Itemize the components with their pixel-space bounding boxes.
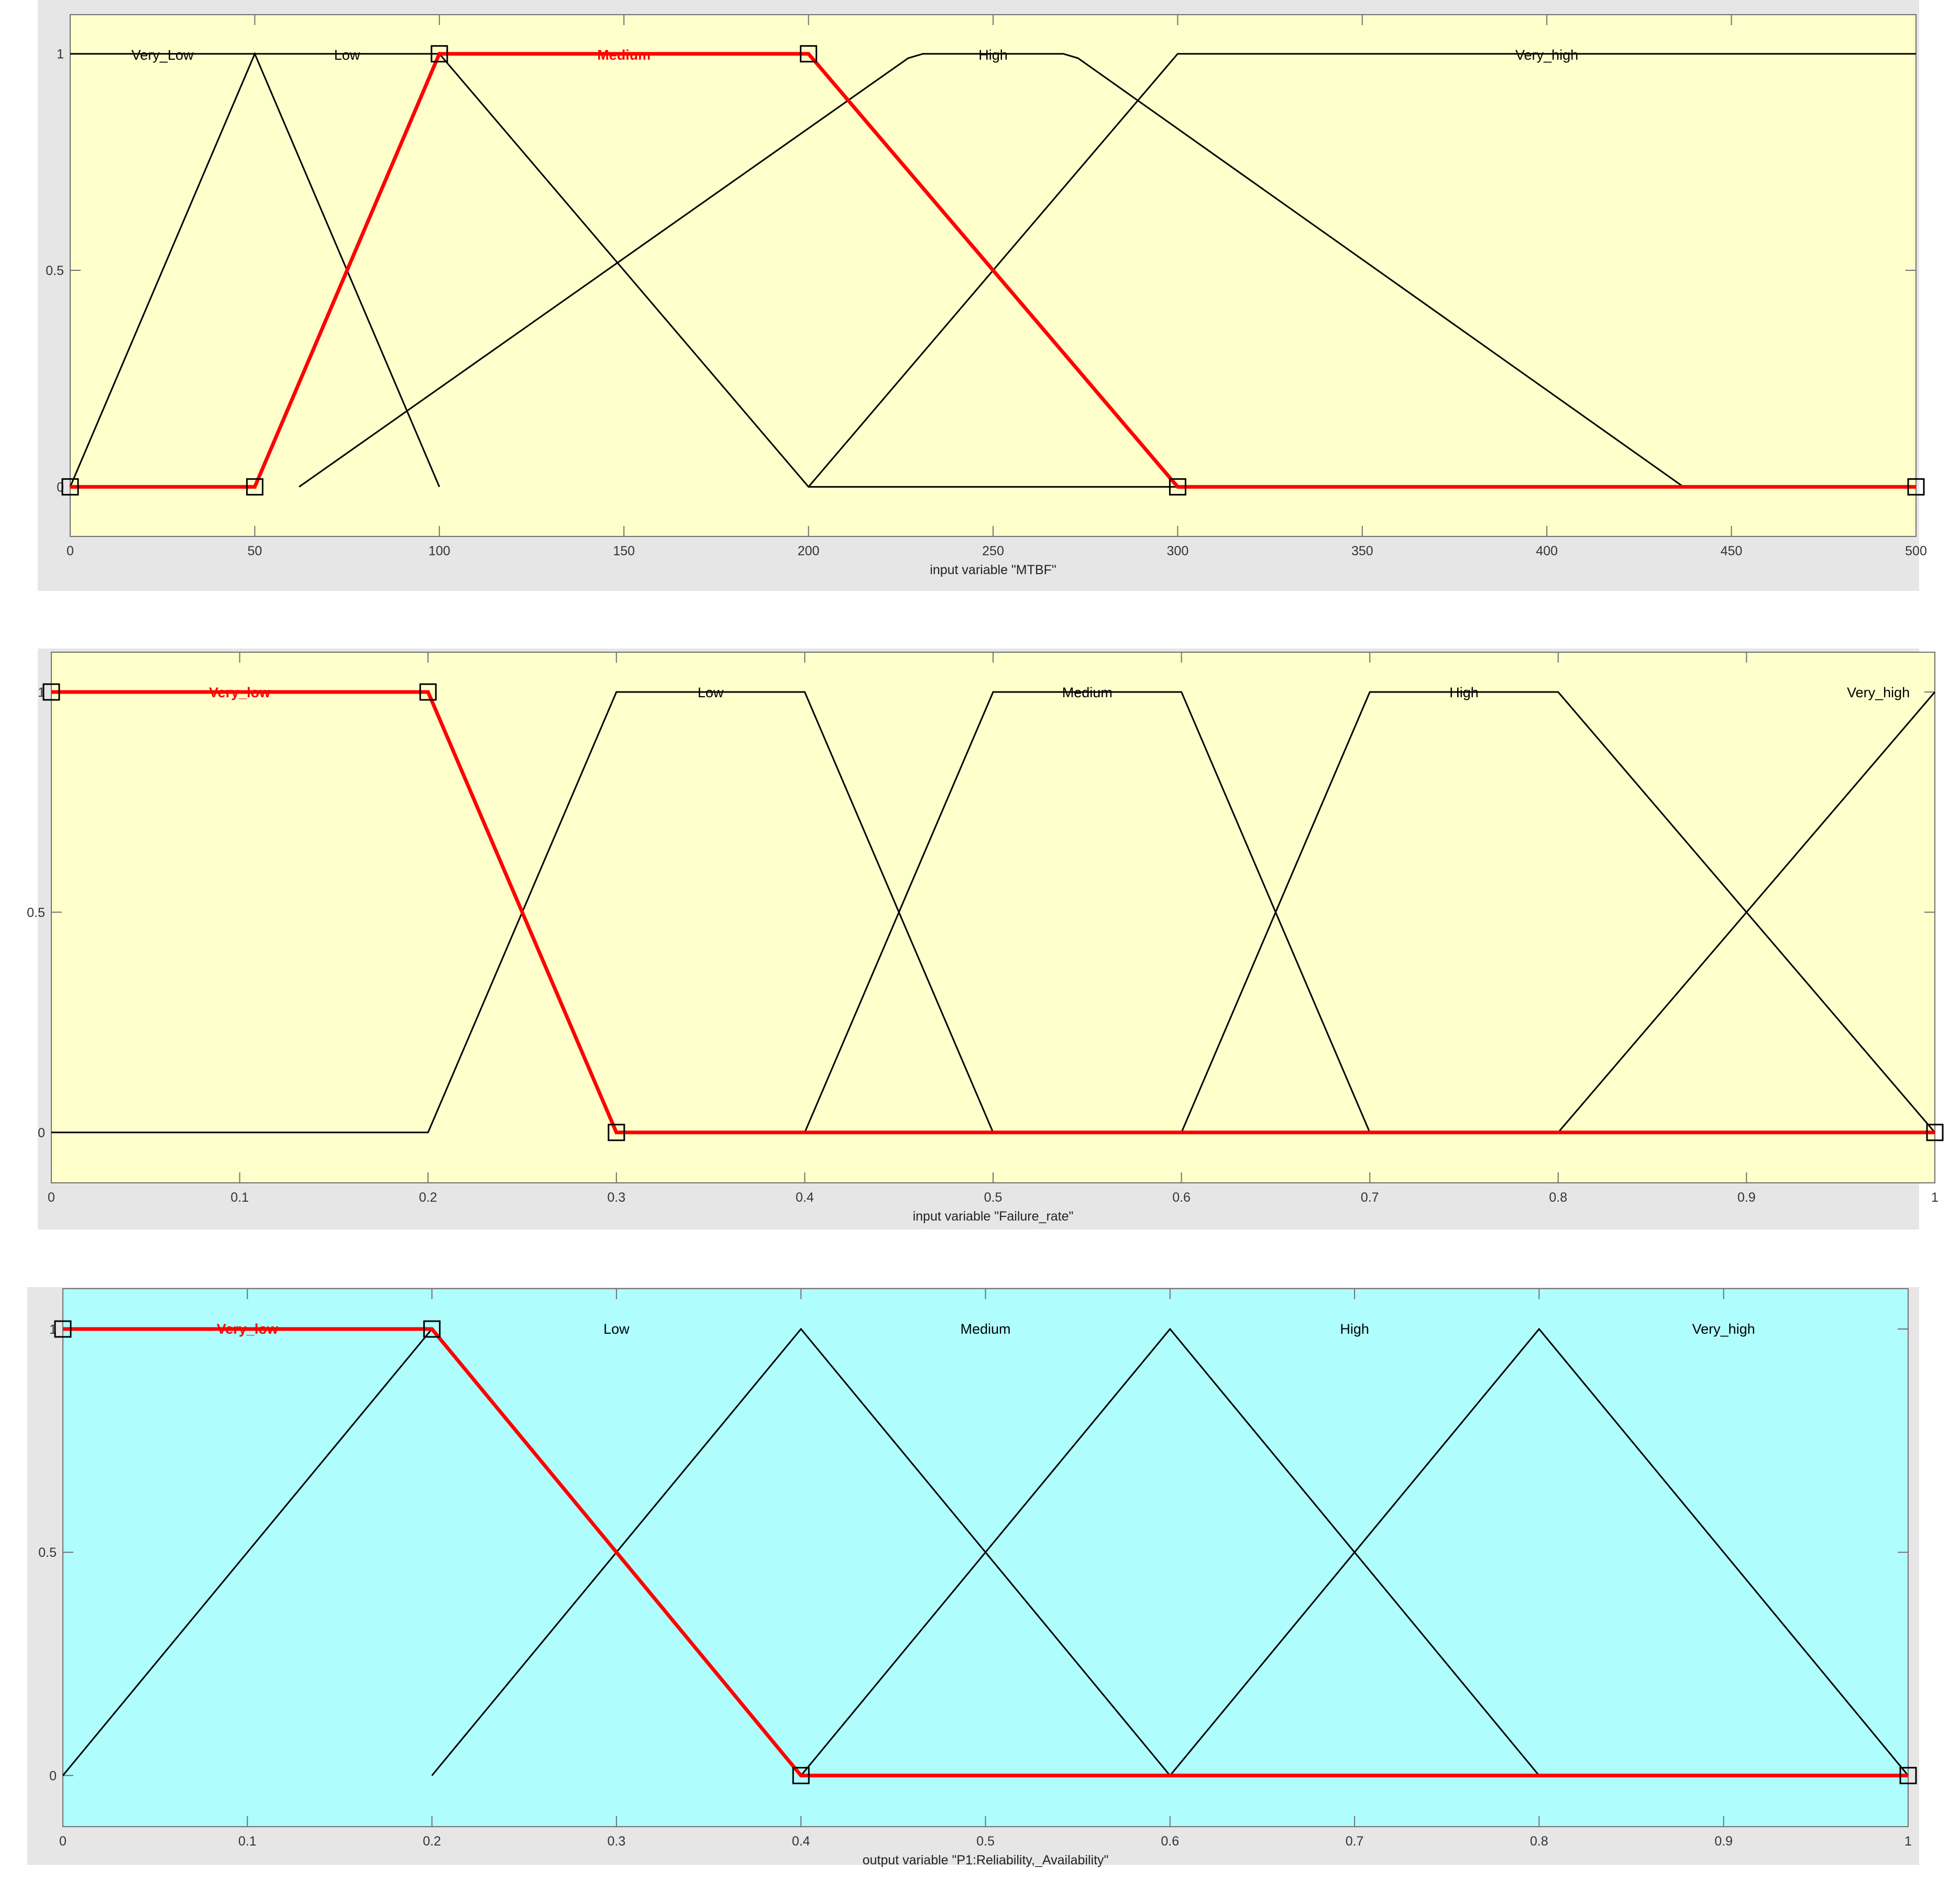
plot-area: [62, 1288, 1909, 1827]
x-tick-label: 350: [1351, 544, 1373, 558]
x-tick-label: 0.8: [1549, 1190, 1567, 1205]
x-tick-label: 0.3: [608, 1834, 626, 1849]
y-tick-label: 0.5: [46, 263, 64, 278]
mf-line-very-high: [1169, 1327, 1909, 1776]
mf-line-high: [299, 53, 1684, 488]
x-tick-label: 1: [1904, 1834, 1912, 1849]
y-tick-label: 0.5: [27, 905, 45, 920]
mf-label-medium: Medium: [960, 1321, 1010, 1337]
failure-rate-chart: 0 0.1 0.2 0.3 0.4 0.5 0.6 0.7 0.8 0.9 100.51input …: [27, 649, 1944, 1229]
vertex-marker: [61, 478, 79, 496]
plot-area: [70, 14, 1917, 537]
x-tick-label: 0: [48, 1190, 55, 1205]
x-tick-label: 1: [1931, 1190, 1939, 1205]
x-tick-label: 0.5: [984, 1190, 1003, 1205]
mf-label-very-high: Very_high: [1692, 1321, 1755, 1337]
y-tick-label: 1: [57, 47, 64, 62]
mf-label-high: High: [1449, 685, 1479, 700]
x-tick-label: 0.1: [230, 1190, 249, 1205]
x-tick-label: 200: [798, 544, 820, 558]
mf-line-very-high: [808, 53, 1916, 488]
x-tick-label: 0.9: [1714, 1834, 1733, 1849]
x-tick-label: 500: [1905, 544, 1927, 558]
plot-area: [51, 652, 1935, 1183]
y-tick-label: 0.5: [38, 1545, 57, 1560]
mf-line-very-high: [1557, 691, 1936, 1133]
vertex-marker: [42, 683, 60, 701]
x-tick-label: 0.6: [1172, 1190, 1191, 1205]
vertex-marker: [246, 478, 263, 496]
mf-line-very-low: [63, 1327, 1908, 1777]
y-tick-label: 0: [49, 1769, 57, 1783]
mf-label-very-high: Very_high: [1847, 685, 1910, 700]
x-tick-label: 0.7: [1346, 1834, 1364, 1849]
vertex-marker: [608, 1124, 625, 1141]
vertex-marker: [1907, 478, 1925, 496]
mf-line-medium: [70, 52, 1916, 489]
x-tick-label: 0.2: [419, 1190, 437, 1205]
x-tick-label: 50: [247, 544, 262, 558]
x-tick-label: 0.5: [976, 1834, 995, 1849]
y-tick-label: 0: [38, 1126, 45, 1140]
vertex-marker: [423, 1320, 441, 1338]
mf-line-very-low: [51, 690, 1935, 1135]
vertex-marker: [1169, 478, 1186, 496]
mf-label-medium: Medium: [1062, 685, 1113, 700]
mf-label-high: High: [978, 47, 1008, 63]
vertex-marker: [1926, 1124, 1944, 1141]
x-tick-label: 150: [613, 544, 635, 558]
x-tick-label: 300: [1167, 544, 1189, 558]
vertex-marker: [419, 683, 437, 701]
vertex-marker: [431, 45, 448, 63]
x-tick-label: 450: [1721, 544, 1743, 558]
x-axis-label: output variable "P1:Reliability,_Availab…: [863, 1853, 1109, 1868]
vertex-marker: [800, 45, 818, 63]
mf-label-very-low: Very_low: [209, 685, 271, 700]
x-tick-label: 0.9: [1737, 1190, 1756, 1205]
mf-line-low: [51, 691, 994, 1134]
mf-line-medium: [431, 1327, 1171, 1776]
x-tick-label: 0: [59, 1834, 67, 1849]
x-tick-label: 0.8: [1530, 1834, 1548, 1849]
mf-label-high: High: [1340, 1321, 1369, 1337]
x-tick-label: 0.2: [423, 1834, 441, 1849]
x-tick-label: 250: [982, 544, 1004, 558]
x-tick-label: 0.7: [1361, 1190, 1379, 1205]
mf-label-medium: Medium: [597, 47, 651, 63]
mf-label-very-low: Very_Low: [131, 47, 194, 63]
x-axis-label: input variable "MTBF": [930, 563, 1056, 577]
x-tick-label: 0.4: [792, 1834, 810, 1849]
vertex-marker: [792, 1766, 810, 1784]
mf-line-high: [800, 1327, 1540, 1776]
mf-label-low: Low: [698, 685, 724, 700]
x-tick-label: 0.1: [238, 1834, 257, 1849]
mf-label-low: Low: [603, 1321, 630, 1337]
x-tick-label: 100: [428, 544, 450, 558]
mtbf-chart: 0 50 100 150 200 250 300 350 400 450 50000.51input…: [38, 0, 1927, 591]
x-tick-label: 0.6: [1161, 1834, 1179, 1849]
x-tick-label: 0.4: [796, 1190, 814, 1205]
x-tick-label: 400: [1536, 544, 1558, 558]
mf-label-very-high: Very_high: [1515, 47, 1578, 63]
mf-label-low: Low: [334, 47, 360, 63]
vertex-marker: [1899, 1766, 1917, 1784]
x-tick-label: 0.3: [607, 1190, 625, 1205]
x-axis-label: input variable "Failure_rate": [913, 1209, 1074, 1224]
x-tick-label: 0: [67, 544, 74, 558]
reliability-availability-chart: 0 0.1 0.2 0.3 0.4 0.5 0.6 0.7 0.8 0.9 100.51output…: [27, 1287, 1919, 1868]
mf-label-very-low: Very_low: [217, 1321, 279, 1337]
vertex-marker: [54, 1320, 72, 1338]
